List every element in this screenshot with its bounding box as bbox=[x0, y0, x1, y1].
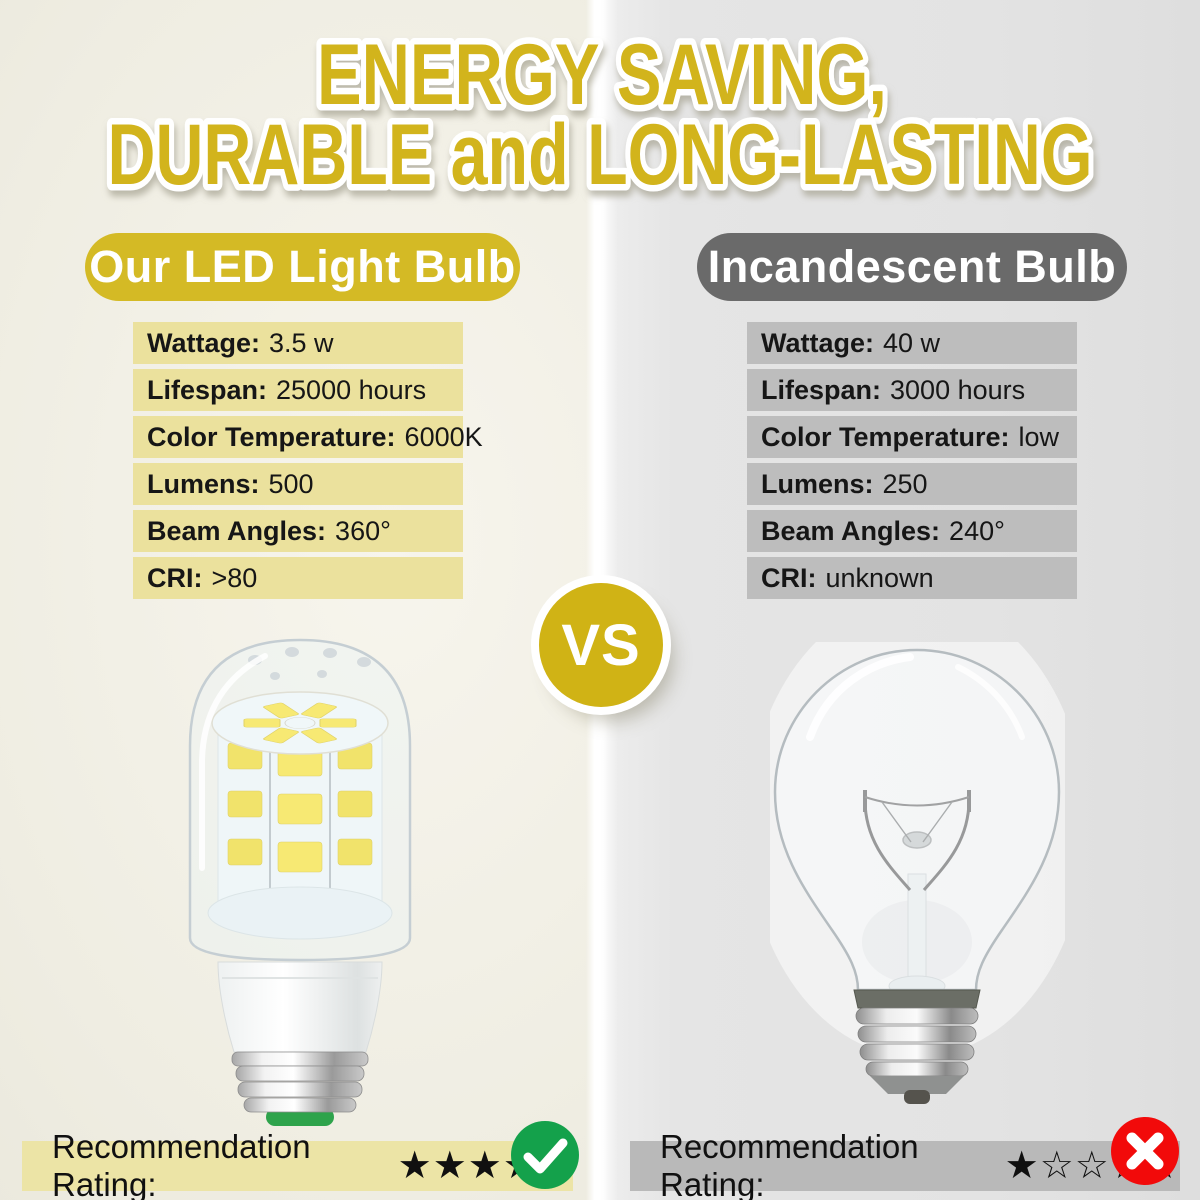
led-plastic-body bbox=[217, 961, 383, 1053]
dome-highlight bbox=[199, 653, 268, 871]
glass-highlight-left bbox=[806, 653, 914, 741]
spec-label: Color Temperature: bbox=[761, 421, 1010, 452]
recommendation-bar-led: Recommendation Rating: ★★★★★ bbox=[22, 1128, 573, 1200]
dome-vent-holes bbox=[248, 647, 371, 680]
headline-line2: DURABLE and LONG-LASTING bbox=[108, 107, 1093, 203]
spec-row-cri: CRI: >80 bbox=[133, 557, 463, 599]
recommendation-label: Recommendation Rating: bbox=[52, 1128, 311, 1200]
spec-value: >80 bbox=[211, 562, 258, 593]
spec-label: Lumens: bbox=[761, 468, 874, 499]
spec-label: Lifespan: bbox=[761, 374, 882, 405]
recommendation-bar-incandescent: Recommendation Rating: ★☆☆☆☆ bbox=[630, 1128, 1180, 1200]
spec-row-lifespan: Lifespan: 3000 hours bbox=[747, 369, 1077, 411]
incandescent-header-pill: Incandescent Bulb bbox=[697, 233, 1127, 301]
spec-value: 3000 hours bbox=[890, 374, 1026, 405]
headline: ENERGY SAVING, DURABLE and LONG-LASTING bbox=[101, 21, 1099, 210]
incandescent-screw-base bbox=[853, 989, 981, 1104]
spec-label: Wattage: bbox=[147, 327, 260, 358]
spec-value: 6000K bbox=[404, 421, 483, 452]
spec-row-beam-angles: Beam Angles: 240° bbox=[747, 510, 1077, 552]
spec-value: low bbox=[1018, 421, 1060, 452]
incandescent-bulb-image bbox=[770, 642, 1065, 1104]
spec-value: 25000 hours bbox=[276, 374, 427, 405]
incandescent-spec-table: Wattage: 40 w Lifespan: 3000 hours Color T… bbox=[747, 322, 1077, 604]
vs-badge: VS bbox=[539, 583, 663, 707]
spec-row-beam-angles: Beam Angles: 360° bbox=[133, 510, 463, 552]
spec-row-lumens: Lumens: 500 bbox=[133, 463, 463, 505]
led-header-label: Our LED Light Bulb bbox=[89, 241, 516, 292]
spec-label: Wattage: bbox=[761, 327, 874, 358]
spec-value: 3.5 w bbox=[269, 327, 334, 358]
spec-value: 500 bbox=[268, 468, 314, 499]
spec-value: 40 w bbox=[883, 327, 941, 358]
led-spec-table: Wattage: 3.5 w Lifespan: 25000 hours Color… bbox=[133, 322, 483, 604]
spec-row-cri: CRI: unknown bbox=[747, 557, 1077, 599]
spec-label: Beam Angles: bbox=[147, 515, 327, 546]
check-glyph bbox=[523, 1138, 568, 1174]
spec-row-color-temperature: Color Temperature: low bbox=[747, 416, 1077, 458]
spec-label: Color Temperature: bbox=[147, 421, 396, 452]
led-bottom-disc bbox=[207, 886, 393, 940]
spec-row-color-temperature: Color Temperature: 6000K bbox=[133, 416, 483, 458]
spec-row-wattage: Wattage: 3.5 w bbox=[133, 322, 463, 364]
photo-backdrop bbox=[770, 642, 1065, 1057]
glass-highlight-right bbox=[955, 664, 1025, 740]
cross-glyph bbox=[1126, 1132, 1164, 1170]
spec-value: 250 bbox=[882, 468, 928, 499]
spec-row-lumens: Lumens: 250 bbox=[747, 463, 1077, 505]
led-top-chips bbox=[243, 702, 357, 744]
spec-row-lifespan: Lifespan: 25000 hours bbox=[133, 369, 463, 411]
led-bulb-image bbox=[188, 638, 412, 1126]
green-base-tip bbox=[266, 1108, 334, 1126]
spec-value: unknown bbox=[825, 562, 934, 593]
spec-label: Lifespan: bbox=[147, 374, 268, 405]
headline-line1: ENERGY SAVING, bbox=[317, 27, 887, 123]
spec-label: Beam Angles: bbox=[761, 515, 941, 546]
spec-label: CRI: bbox=[761, 562, 817, 593]
check-icon bbox=[511, 1121, 579, 1189]
vs-label: VS bbox=[561, 612, 641, 678]
led-internals bbox=[207, 691, 393, 940]
spec-value: 240° bbox=[949, 515, 1005, 546]
recommendation-label: Recommendation Rating: bbox=[660, 1128, 919, 1200]
spec-value: 360° bbox=[335, 515, 391, 546]
base-contact bbox=[904, 1090, 930, 1104]
spec-label: CRI: bbox=[147, 562, 203, 593]
led-header-pill: Our LED Light Bulb bbox=[85, 233, 520, 301]
spec-label: Lumens: bbox=[147, 468, 260, 499]
spec-row-wattage: Wattage: 40 w bbox=[747, 322, 1077, 364]
led-glass-dome bbox=[188, 638, 412, 962]
cross-icon bbox=[1111, 1117, 1179, 1185]
incandescent-header-label: Incandescent Bulb bbox=[707, 241, 1117, 292]
led-screw-base bbox=[231, 1051, 369, 1126]
